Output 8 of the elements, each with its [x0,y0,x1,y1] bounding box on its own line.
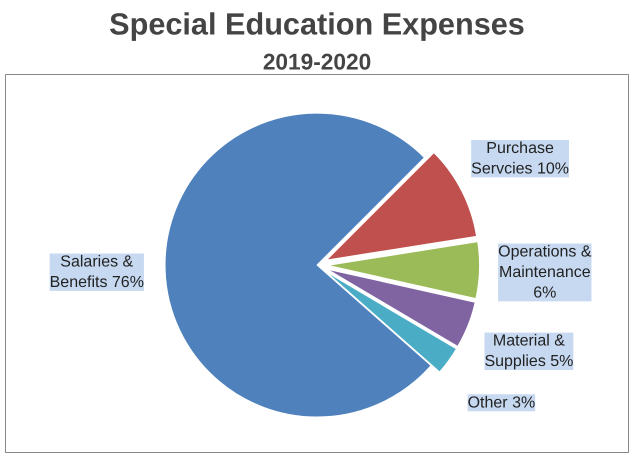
slice-label: Operations & Maintenance [498,244,592,281]
data-label: 6% [533,284,556,302]
slice-label: Material & Supplies 5% [484,332,574,370]
slice-label: Salaries & Benefits 76% [50,253,144,291]
slice-label: Other 3% [468,394,536,412]
slice-label: Purchase Servcies 10% [471,140,569,178]
chart-subtitle: 2019-2020 [262,48,372,74]
chart-title: Special Education Expenses [109,8,525,42]
